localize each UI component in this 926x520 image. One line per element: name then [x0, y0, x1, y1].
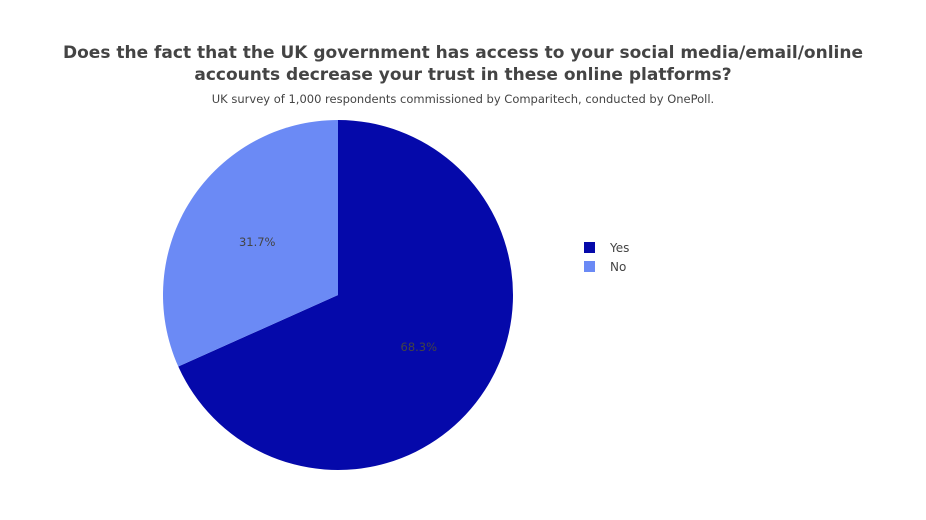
pie-slice-yes[interactable] — [178, 120, 513, 470]
chart-title-line-2: accounts decrease your trust in these on… — [194, 65, 732, 85]
chart-subtitle: UK survey of 1,000 respondents commissio… — [211, 92, 715, 106]
legend-label-yes: Yes — [610, 240, 630, 255]
legend-item-yes[interactable]: Yes — [584, 238, 629, 257]
pie-slice-no[interactable] — [163, 120, 338, 367]
slice-label-no: 31.7% — [239, 235, 276, 249]
slice-label-yes: 68.3% — [401, 340, 438, 354]
legend-swatch-yes — [584, 242, 595, 253]
legend-item-no[interactable]: No — [584, 257, 629, 276]
chart-title: Does the fact that the UK government has… — [0, 42, 926, 86]
legend-swatch-no — [584, 261, 595, 272]
legend: Yes No — [584, 238, 629, 276]
legend-label-no: No — [610, 259, 627, 274]
chart-title-line-1: Does the fact that the UK government has… — [63, 43, 863, 63]
